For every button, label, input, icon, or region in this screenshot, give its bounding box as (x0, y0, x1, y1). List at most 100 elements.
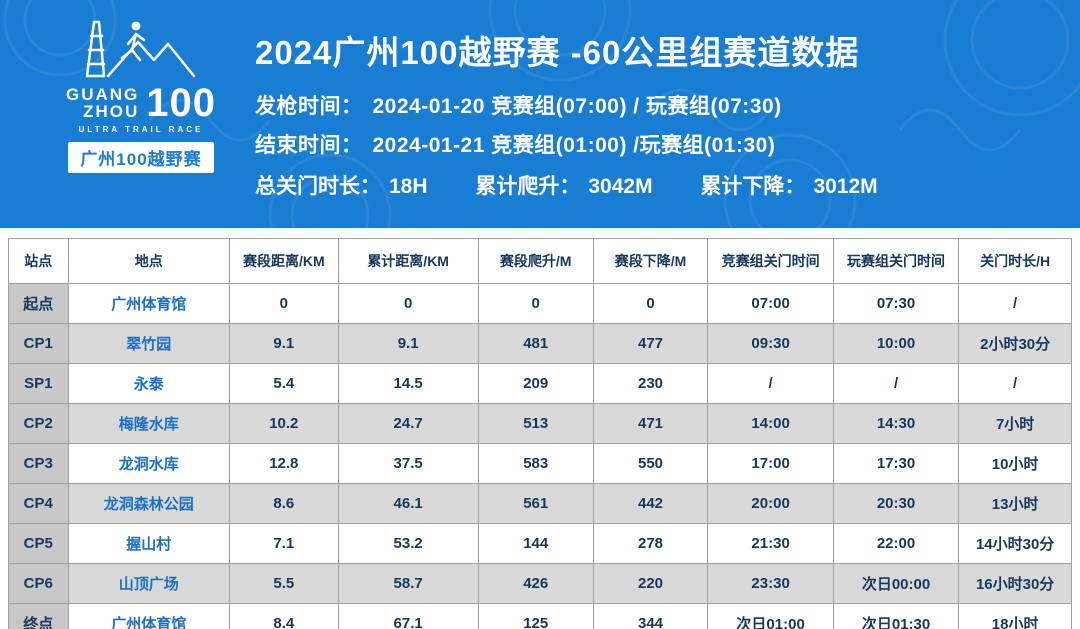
station-cell: CP3 (8, 443, 69, 484)
location-cell: 龙洞森林公园 (67, 483, 231, 524)
station-cell: CP4 (8, 483, 69, 524)
brand-badge: 广州100越野赛 (68, 142, 214, 173)
data-cell: 550 (592, 443, 709, 484)
brand-word-zhou: ZHOU (83, 102, 140, 121)
data-cell: 10小时 (958, 443, 1072, 484)
data-cell: 58.7 (337, 563, 479, 604)
stats-line: 总关门时长： 18H 累计爬升： 3042M 累计下降： 3012M (255, 170, 1060, 200)
location-cell: 握山村 (67, 523, 231, 564)
end-time-label: 结束时间： (255, 134, 363, 157)
column-header-4: 赛段爬升/M (477, 238, 594, 284)
station-cell: 起点 (8, 283, 69, 324)
table-row: 终点 广州体育馆 8.4 67.1 125 344 次日01:00 次日01:30 18小时 (8, 603, 1072, 629)
banner-text: 2024广州100越野赛 -60公里组赛道数据 发枪时间： 2024-01-20 … (255, 26, 1060, 200)
data-cell: 0 (477, 283, 594, 324)
station-cell: CP2 (8, 403, 69, 444)
data-cell: 次日01:00 (707, 603, 834, 629)
data-cell: 5.5 (229, 563, 339, 604)
data-cell: 561 (477, 483, 594, 524)
data-cell: 17:00 (707, 443, 834, 484)
table-wrap: 站点 地点 赛段距离/KM 累计距离/KM 赛段爬升/M 赛段下降/M 竞赛组关门时间 玩赛组… (0, 228, 1080, 629)
data-cell: 471 (592, 403, 709, 444)
table-row: CP2 梅隆水库 10.2 24.7 513 471 14:00 14:30 7小时 (8, 403, 1072, 444)
data-cell: 23:30 (707, 563, 834, 604)
data-cell: 20:30 (832, 483, 960, 524)
page-title: 2024广州100越野赛 -60公里组赛道数据 (255, 34, 860, 71)
total-cutoff-stat: 总关门时长： 18H (255, 175, 428, 198)
data-cell: / (832, 363, 960, 404)
station-cell: CP1 (8, 323, 69, 364)
column-header-2: 赛段距离/KM (229, 238, 339, 284)
data-cell: 14:30 (832, 403, 960, 444)
data-cell: 8.4 (229, 603, 339, 629)
data-cell: 8.6 (229, 483, 339, 524)
data-cell: 0 (229, 283, 339, 324)
data-cell: 220 (592, 563, 709, 604)
total-ascent-stat: 累计爬升： 3042M (475, 175, 653, 198)
data-cell: 10.2 (229, 403, 339, 444)
table-header-row: 站点 地点 赛段距离/KM 累计距离/KM 赛段爬升/M 赛段下降/M 竞赛组关门时间 玩赛组… (8, 238, 1072, 284)
brand-subtitle: ULTRA TRAIL RACE (78, 125, 204, 134)
table-row: CP6 山顶广场 5.5 58.7 426 220 23:30 次日00:00 16小时30分 (8, 563, 1072, 604)
data-cell: 14小时30分 (958, 523, 1072, 564)
data-cell: 5.4 (229, 363, 339, 404)
data-cell: 7小时 (958, 403, 1072, 444)
location-cell: 山顶广场 (67, 563, 231, 604)
data-cell: 24.7 (337, 403, 479, 444)
data-cell: 344 (592, 603, 709, 629)
brand-wordmark: GUANG ZHOU 100 (46, 83, 236, 123)
data-cell: 9.1 (229, 323, 339, 364)
data-cell: 209 (477, 363, 594, 404)
station-cell: SP1 (8, 363, 69, 404)
data-cell: 14:00 (707, 403, 834, 444)
column-header-8: 关门时长/H (958, 238, 1072, 284)
data-cell: 07:00 (707, 283, 834, 324)
data-cell: 20:00 (707, 483, 834, 524)
start-time-label: 发枪时间： (255, 95, 363, 118)
data-cell: 7.1 (229, 523, 339, 564)
data-cell: 21:30 (707, 523, 834, 564)
data-cell: 13小时 (958, 483, 1072, 524)
column-header-7: 玩赛组关门时间 (832, 238, 960, 284)
data-cell: 16小时30分 (958, 563, 1072, 604)
data-cell: / (707, 363, 834, 404)
data-cell: 9.1 (337, 323, 479, 364)
data-cell: 2小时30分 (958, 323, 1072, 364)
data-cell: 07:30 (832, 283, 960, 324)
location-cell: 龙洞水库 (67, 443, 231, 484)
brand-words: GUANG ZHOU (66, 86, 139, 120)
data-cell: 278 (592, 523, 709, 564)
course-data-table: 站点 地点 赛段距离/KM 累计距离/KM 赛段爬升/M 赛段下降/M 竞赛组关门时间 玩赛组… (8, 238, 1072, 629)
data-cell: 0 (592, 283, 709, 324)
table-row: SP1 永泰 5.4 14.5 209 230// / (8, 363, 1072, 404)
data-cell: 17:30 (832, 443, 960, 484)
data-cell: 12.8 (229, 443, 339, 484)
runner-mountain-tower-icon (85, 20, 196, 78)
location-cell: 永泰 (67, 363, 231, 404)
data-cell: 次日01:30 (832, 603, 960, 629)
race-logo: GUANG ZHOU 100 ULTRA TRAIL RACE 广州100越野赛 (46, 16, 236, 173)
data-cell: 10:00 (832, 323, 960, 364)
data-cell: 230 (592, 363, 709, 404)
start-time-value: 2024-01-20 竞赛组(07:00) / 玩赛组(07:30) (372, 95, 782, 118)
location-cell: 翠竹园 (67, 323, 231, 364)
table-row: CP4 龙洞森林公园 8.6 46.1 561 442 20:00 20:30 13小时 (8, 483, 1072, 524)
total-descent-stat: 累计下降： 3012M (700, 175, 878, 198)
station-cell: CP5 (8, 523, 69, 564)
data-cell: 18小时 (958, 603, 1072, 629)
location-cell: 广州体育馆 (67, 283, 231, 324)
column-header-6: 竞赛组关门时间 (707, 238, 834, 284)
table-row: CP1 翠竹园 9.1 9.1 481 477 09:30 10:00 2小时30分 (8, 323, 1072, 364)
column-header-0: 站点 (8, 238, 69, 284)
data-cell: 次日00:00 (832, 563, 960, 604)
end-time-value: 2024-01-21 竞赛组(01:00) /玩赛组(01:30) (372, 134, 776, 157)
data-cell: 426 (477, 563, 594, 604)
data-cell: 481 (477, 323, 594, 364)
end-time-line: 结束时间： 2024-01-21 竞赛组(01:00) /玩赛组(01:30) (255, 129, 1060, 159)
location-cell: 梅隆水库 (67, 403, 231, 444)
table-row: CP3 龙洞水库 12.8 37.5 583 550 17:00 17:30 10小时 (8, 443, 1072, 484)
data-cell: 583 (477, 443, 594, 484)
data-cell: 37.5 (337, 443, 479, 484)
column-header-3: 累计距离/KM (337, 238, 479, 284)
